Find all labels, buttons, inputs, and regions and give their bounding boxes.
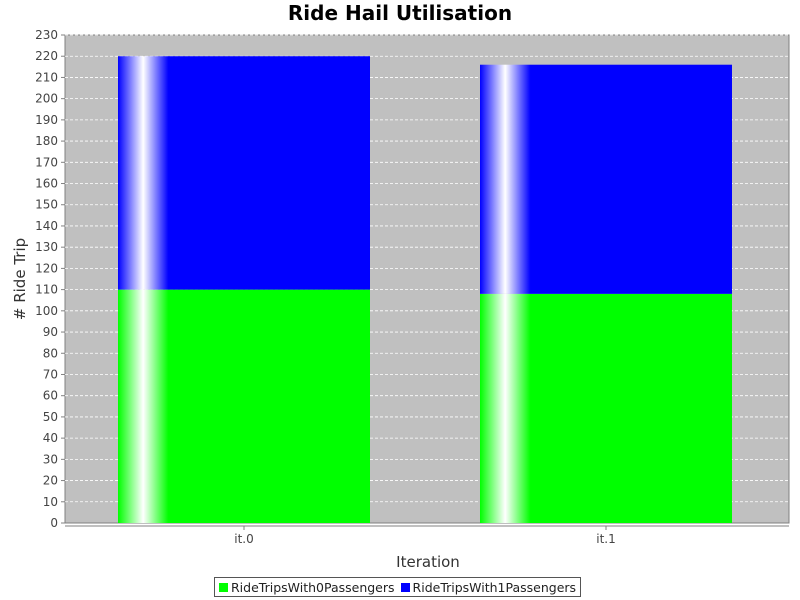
y-tick-label: 160 xyxy=(35,177,58,191)
y-tick-label: 180 xyxy=(35,134,58,148)
chart-title: Ride Hail Utilisation xyxy=(288,1,512,25)
bar-it.0-series-1 xyxy=(118,56,370,290)
y-tick-label: 230 xyxy=(35,28,58,42)
x-axis: it.0 it.1 xyxy=(65,525,789,546)
y-tick-label: 120 xyxy=(35,261,58,275)
y-axis-label: # Ride Trip xyxy=(11,238,29,320)
y-tick-label: 130 xyxy=(35,240,58,254)
y-tick-label: 80 xyxy=(43,346,58,360)
x-axis-label: Iteration xyxy=(396,553,460,571)
legend-swatch-series-0 xyxy=(219,582,228,592)
y-tick-label: 40 xyxy=(43,431,58,445)
y-tick-label: 110 xyxy=(35,283,58,297)
y-tick-label: 60 xyxy=(43,389,58,403)
y-tick-label: 150 xyxy=(35,198,58,212)
legend-swatch-series-1 xyxy=(400,582,410,592)
y-tick-label: 0 xyxy=(50,516,58,530)
y-tick-label: 50 xyxy=(43,410,58,424)
legend-item-series-1: RideTripsWith1Passengers xyxy=(400,579,577,595)
y-tick-label: 220 xyxy=(35,49,58,63)
y-tick-label: 190 xyxy=(35,113,58,127)
y-tick-label: 200 xyxy=(35,92,58,106)
x-tick-label: it.0 xyxy=(234,532,254,546)
legend-label-series-1: RideTripsWith1Passengers xyxy=(412,579,577,595)
y-tick-label: 90 xyxy=(43,325,58,339)
y-tick-label: 210 xyxy=(35,70,58,84)
bars xyxy=(118,56,732,523)
bar-it.1-series-1 xyxy=(480,64,732,294)
legend-item-series-0: RideTripsWith0Passengers xyxy=(219,580,395,595)
legend-label-series-0: RideTripsWith0Passengers xyxy=(231,579,395,595)
x-tick-label: it.1 xyxy=(596,532,616,546)
bar-it.1-series-0 xyxy=(480,293,732,523)
y-tick-label: 20 xyxy=(43,474,58,488)
y-axis: 0 10 20 30 40 50 60 70 80 90 100 110 120 130 140 150 160… xyxy=(35,28,65,530)
y-tick-label: 30 xyxy=(43,452,58,466)
y-tick-label: 10 xyxy=(43,495,58,509)
legend: RideTripsWith0Passengers RideTripsWith1P… xyxy=(214,577,582,597)
y-tick-label: 70 xyxy=(43,367,58,381)
y-tick-label: 100 xyxy=(35,304,58,318)
y-tick-label: 170 xyxy=(35,155,58,169)
bar-it.0-series-0 xyxy=(118,289,370,523)
y-tick-label: 140 xyxy=(35,219,58,233)
